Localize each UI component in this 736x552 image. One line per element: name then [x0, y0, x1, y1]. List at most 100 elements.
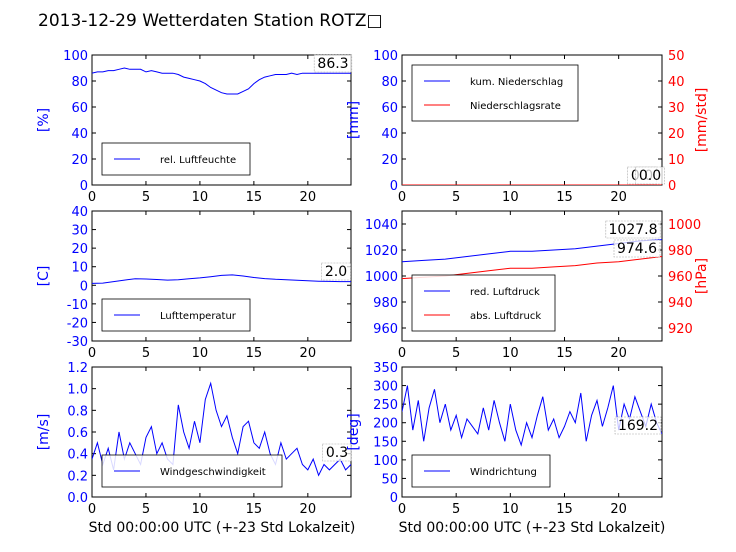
legend-entry: Niederschlagsrate — [470, 101, 561, 112]
x-tick-label: 20 — [610, 190, 627, 205]
legend-box — [411, 454, 551, 488]
value-annotation-box — [321, 262, 351, 281]
y-tick-label: 0 — [390, 491, 398, 506]
x-tick-label: 15 — [556, 346, 573, 361]
y-tick-label: 40 — [71, 205, 88, 220]
panel-humidity: 0 5 10 15 20 0 20 40 60 80 100 [%] rel. Luftfeuchte 8… — [36, 49, 353, 205]
value-annotation: 2.0 — [325, 264, 347, 280]
y-tick-label: 40 — [71, 127, 88, 142]
x-tick-label: 20 — [610, 502, 627, 517]
x-tick-label: 15 — [246, 346, 263, 361]
y2-tick-label: 1000 — [668, 218, 701, 233]
x-tick-label: 15 — [556, 502, 573, 517]
y2-tick-label: 10 — [668, 153, 685, 168]
y-tick-label: 20 — [71, 153, 88, 168]
y-axis-label: [m/s] — [36, 414, 52, 451]
y-axis-label: [%] — [36, 108, 52, 132]
y2-axis-label: [mm/std] — [694, 88, 710, 153]
y-tick-label: 300 — [373, 380, 398, 395]
legend-entry: abs. Luftdruck — [470, 311, 541, 322]
y-tick-label: 1040 — [365, 218, 398, 233]
x-tick-label: 20 — [610, 346, 627, 361]
y-tick-label: 10 — [71, 261, 88, 276]
legend-entry: Windrichtung — [470, 467, 537, 478]
y-tick-label: 0.4 — [67, 448, 88, 463]
y2-tick-label: 940 — [668, 296, 693, 311]
y-tick-label: 40 — [381, 127, 398, 142]
y-tick-label: 100 — [63, 49, 88, 64]
figure-title: 2013-12-29 Wetterdaten Station ROTZ□ — [38, 11, 383, 31]
value-annotation-box — [313, 54, 353, 73]
x-tick-label: 20 — [300, 502, 317, 517]
x-tick-label: 15 — [246, 190, 263, 205]
legend-box — [411, 274, 556, 332]
y-tick-label: 30 — [71, 224, 88, 239]
panel-winddirection: 0 5 10 15 20050100150200250300350[deg]Windri… — [346, 361, 663, 517]
x-tick-label: 10 — [192, 190, 209, 205]
legend-entry: Lufttemperatur — [160, 311, 237, 322]
legend-entry: rel. Luftfeuchte — [160, 155, 236, 166]
y-tick-label: 0.2 — [67, 469, 88, 484]
y2-tick-label: 960 — [668, 270, 693, 285]
y-tick-label: 350 — [373, 361, 398, 376]
legend-entry: red. Luftdruck — [470, 287, 540, 298]
x-tick-label: 0 — [398, 502, 406, 517]
x-tick-label: 10 — [192, 346, 209, 361]
x-tick-label: 0 — [88, 502, 96, 517]
y-tick-label: 80 — [71, 75, 88, 90]
series-line-rel-luftfeuchte — [92, 67, 351, 95]
y2-tick-label: 920 — [668, 322, 693, 337]
y-tick-label: 0.8 — [67, 404, 88, 419]
x-tick-label: 10 — [502, 346, 519, 361]
legend-box — [411, 64, 579, 122]
y2-tick-label: 0 — [668, 179, 676, 194]
x-tick-label: 5 — [452, 346, 460, 361]
x-tick-label: 0 — [398, 190, 406, 205]
x-tick-label: 20 — [300, 190, 317, 205]
y-tick-label: -30 — [67, 335, 88, 350]
y-tick-label: 100 — [373, 454, 398, 469]
x-tick-label: 5 — [142, 346, 150, 361]
y-tick-label: 0 — [80, 179, 88, 194]
value-annotation: 0.3 — [326, 445, 348, 461]
x-tick-label: 0 — [88, 190, 96, 205]
y-tick-label: 0.6 — [67, 426, 88, 441]
y-tick-label: 1000 — [365, 270, 398, 285]
value-annotation: 0.0 — [639, 168, 661, 184]
y-tick-label: -20 — [67, 316, 88, 331]
panel-precipitation: 0 5 10 15 20 0 20 40 60 80 100 0 10 20 30 40 50 [mm] [mm/s… — [346, 49, 710, 205]
y-tick-label: 20 — [381, 153, 398, 168]
y-axis-label: [mm] — [346, 101, 362, 139]
y-tick-label: 1.0 — [67, 383, 88, 398]
y-tick-label: 1.2 — [67, 361, 88, 376]
y-tick-label: -10 — [67, 298, 88, 313]
panel-pressure: 0 5 10 15 20 960 980 1000 1020 1040 920 940 960 980 10… — [365, 210, 710, 361]
y-tick-label: 960 — [373, 322, 398, 337]
x-tick-label: 5 — [142, 502, 150, 517]
x-tick-label: 5 — [452, 502, 460, 517]
x-tick-label: 0 — [398, 346, 406, 361]
series-line-windgeschwindigkeit — [92, 381, 351, 477]
y-tick-label: 150 — [373, 435, 398, 450]
y-tick-label: 980 — [373, 296, 398, 311]
x-tick-label: 10 — [502, 502, 519, 517]
y-tick-label: 250 — [373, 398, 398, 413]
legend-entry: Windgeschwindigkeit — [160, 467, 266, 478]
y-tick-label: 1020 — [365, 244, 398, 259]
y-tick-label: 60 — [381, 101, 398, 116]
legend-entry: kum. Niederschlag — [470, 77, 563, 88]
y-tick-label: 0.0 — [67, 491, 88, 506]
y2-axis-label: [hPa] — [694, 258, 710, 294]
x-tick-label: 20 — [300, 346, 317, 361]
value-annotation-box — [605, 220, 661, 239]
value-annotation-box — [613, 239, 661, 258]
panel-windspeed: 0 5 10 15 20 0.0 0.2 0.4 0.6 0.8 1.0 1.2 [m/s] Windge… — [36, 361, 352, 517]
y-tick-label: 50 — [381, 472, 398, 487]
y-tick-label: 0 — [80, 279, 88, 294]
value-annotation: 974.6 — [617, 241, 657, 257]
y-tick-label: 20 — [71, 242, 88, 257]
y-axis-label: [deg] — [346, 413, 362, 450]
y2-tick-label: 50 — [668, 49, 685, 64]
panel-temperature: 0 5 10 15 20 -30 -20 -10 0 10 20 30 40 [C] Lufttempera… — [36, 205, 352, 361]
